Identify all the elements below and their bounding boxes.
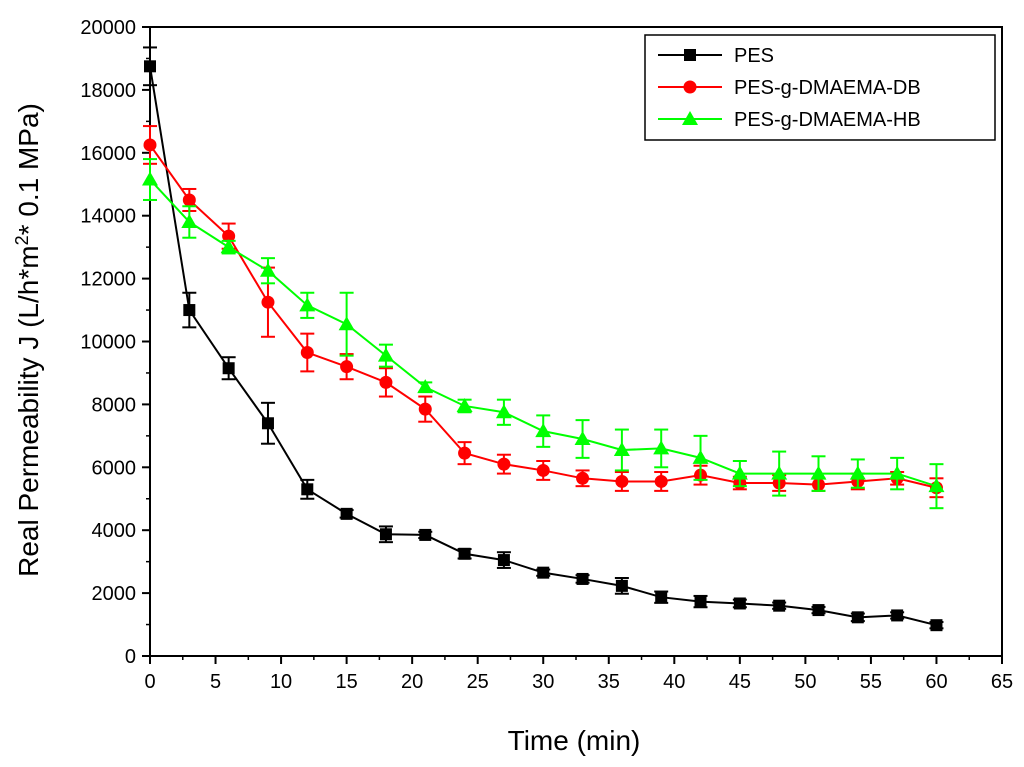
y-tick-label: 4000 <box>92 520 137 542</box>
data-point <box>417 379 434 394</box>
data-point <box>930 619 943 632</box>
data-point <box>849 465 866 480</box>
data-point <box>142 171 158 186</box>
data-point <box>615 579 628 592</box>
data-point <box>377 347 394 362</box>
data-point <box>773 599 786 612</box>
legend-label: PES-g-DMAEMA-DB <box>734 77 921 99</box>
legend-marker <box>683 80 697 94</box>
data-point <box>851 611 864 624</box>
y-axis-title: Real Permeability J (L/h*m2* 0.1 MPa) <box>12 103 44 577</box>
data-point <box>222 362 235 375</box>
x-tick-label: 20 <box>401 671 423 693</box>
data-point <box>340 360 354 374</box>
x-axis-title: Time (min) <box>508 725 641 756</box>
data-point <box>458 446 472 460</box>
y-tick-label: 16000 <box>80 143 136 165</box>
data-point <box>338 316 355 331</box>
data-point <box>692 449 709 464</box>
legend-label: PES <box>734 45 774 67</box>
data-point <box>574 430 591 445</box>
x-tick-label: 25 <box>467 671 489 693</box>
data-point <box>536 463 550 477</box>
x-tick-label: 15 <box>335 671 357 693</box>
data-point <box>222 229 236 243</box>
data-point <box>654 474 668 488</box>
data-point <box>495 404 512 419</box>
data-point <box>183 304 196 317</box>
data-point <box>181 213 198 228</box>
legend-marker <box>684 49 696 61</box>
legend-marker <box>682 111 698 125</box>
y-tick-label: 14000 <box>80 206 136 228</box>
data-point <box>458 547 471 560</box>
x-tick-label: 10 <box>270 671 292 693</box>
y-tick-label: 8000 <box>92 394 137 416</box>
x-tick-label: 30 <box>532 671 554 693</box>
y-tick-label: 18000 <box>80 80 136 102</box>
data-point <box>615 474 629 488</box>
data-point <box>300 346 314 360</box>
data-point <box>418 402 432 416</box>
x-tick-label: 5 <box>210 671 221 693</box>
data-point <box>419 528 432 541</box>
y-tick-label: 6000 <box>92 457 137 479</box>
data-point <box>301 483 314 496</box>
data-point <box>299 297 316 312</box>
x-tick-label: 50 <box>794 671 816 693</box>
axes: 0 5 10 15 20 25 30 35 40 45 50 55 60 65 0 2000 4000 6000 8… <box>80 17 1013 693</box>
y-tick-label: 20000 <box>80 17 136 39</box>
series-3 <box>142 158 945 510</box>
x-tick-label: 45 <box>729 671 751 693</box>
data-point <box>928 478 945 493</box>
data-point <box>771 465 788 480</box>
data-point <box>261 417 274 430</box>
legend-label: PES-g-DMAEMA-HB <box>734 109 921 131</box>
legend: PES PES-g-DMAEMA-DB PES-g-DMAEMA-HB <box>644 34 996 141</box>
data-point <box>261 295 275 309</box>
data-point <box>812 604 825 617</box>
data-point <box>810 465 827 480</box>
data-point <box>733 597 746 610</box>
data-point <box>891 609 904 622</box>
data-point <box>694 595 707 608</box>
data-point <box>613 442 630 457</box>
data-point <box>379 528 392 541</box>
data-point <box>537 566 550 579</box>
data-point <box>456 397 473 412</box>
x-tick-label: 60 <box>925 671 947 693</box>
data-point <box>576 471 590 485</box>
y-tick-label: 2000 <box>92 583 137 605</box>
x-tick-label: 35 <box>598 671 620 693</box>
data-point <box>497 554 510 567</box>
data-point <box>379 375 393 389</box>
x-tick-label: 65 <box>991 671 1013 693</box>
x-tick-label: 40 <box>663 671 685 693</box>
y-axis-title-suffix: * 0.1 MPa) <box>13 103 44 235</box>
x-tick-label: 0 <box>144 671 155 693</box>
series-line <box>149 66 937 627</box>
data-point <box>259 262 276 277</box>
data-point <box>182 193 196 207</box>
y-tick-label: 12000 <box>80 269 136 291</box>
data-point <box>497 457 511 471</box>
y-tick-label: 10000 <box>80 332 136 354</box>
series-group <box>142 46 945 632</box>
data-point <box>731 465 748 480</box>
x-tick-label: 55 <box>860 671 882 693</box>
data-point <box>576 572 589 585</box>
data-point <box>889 465 906 480</box>
data-point <box>535 423 552 438</box>
data-point <box>653 440 670 455</box>
data-point <box>144 60 156 73</box>
y-axis-title-sup: 2 <box>12 235 32 245</box>
data-point <box>143 138 157 152</box>
series-1 <box>143 46 944 632</box>
y-axis-title-prefix: Real Permeability J (L/h*m <box>13 245 44 576</box>
data-point <box>340 507 353 520</box>
data-point <box>655 591 668 604</box>
y-tick-label: 0 <box>125 646 136 668</box>
data-point <box>220 239 237 254</box>
